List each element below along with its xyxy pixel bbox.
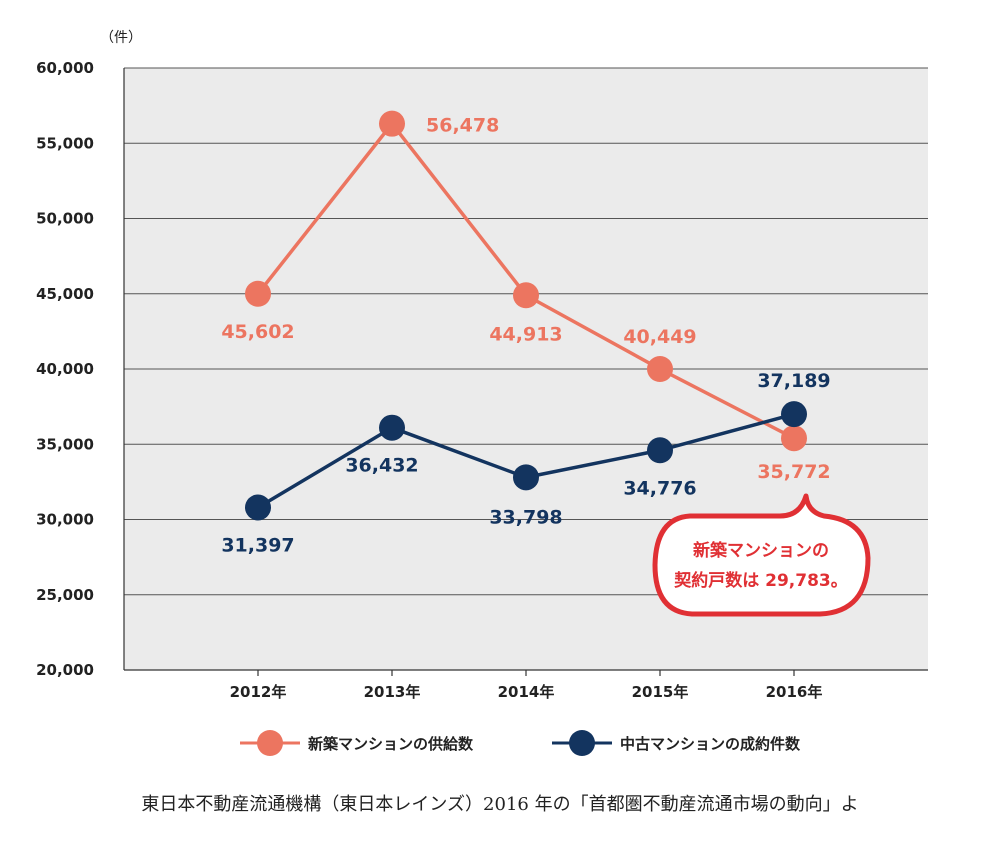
data-label: 44,913 xyxy=(489,323,562,345)
x-tick-label: 2012年 xyxy=(230,683,287,701)
data-label: 35,772 xyxy=(757,461,830,483)
series-1: 31,397 36,432 33,798 34,776 37,189 xyxy=(221,370,830,556)
data-label: 37,189 xyxy=(757,370,830,392)
legend-marker-new xyxy=(257,730,283,756)
series-0: 45,602 56,478 44,913 40,449 35,772 xyxy=(221,110,831,483)
annotation-bubble-shape xyxy=(652,493,871,617)
series-point xyxy=(245,280,271,307)
x-tick-label: 2014年 xyxy=(498,683,555,701)
x-tick-label: 2015年 xyxy=(632,683,689,701)
series-point xyxy=(379,110,405,137)
data-label: 56,478 xyxy=(426,115,499,137)
series-point xyxy=(647,356,673,382)
series-layer: 45,602 56,478 44,913 40,449 35,772 31,397 36,4… xyxy=(221,110,831,556)
data-label: 45,602 xyxy=(221,321,294,343)
series-point xyxy=(647,437,673,464)
legend-label-new: 新築マンションの供給数 xyxy=(308,735,474,753)
x-tick-label: 2013年 xyxy=(364,683,421,701)
series-point xyxy=(513,464,539,491)
y-tick-label: 50,000 xyxy=(36,210,94,228)
y-tick-label: 35,000 xyxy=(36,435,94,453)
data-label: 33,798 xyxy=(489,506,562,528)
x-tick-label: 2016年 xyxy=(766,683,823,701)
y-tick-label: 55,000 xyxy=(36,134,94,152)
y-unit-label: （件） xyxy=(100,30,142,46)
y-tick-label: 45,000 xyxy=(36,285,94,303)
legend-marker-used xyxy=(569,730,595,756)
legend-item-new: 新築マンションの供給数 xyxy=(240,730,474,756)
annotation-bubble: 新築マンションの 契約戸数は 29,783。 xyxy=(652,493,871,617)
legend-item-used: 中古マンションの成約件数 xyxy=(552,730,801,756)
y-tick-label: 20,000 xyxy=(36,661,94,679)
data-label: 36,432 xyxy=(345,455,418,477)
annotation-line-2: 契約戸数は 29,783。 xyxy=(673,570,848,591)
data-label: 34,776 xyxy=(623,477,696,499)
series-point xyxy=(245,494,271,521)
series-point xyxy=(379,414,405,441)
y-tick-label: 40,000 xyxy=(36,360,94,378)
data-label: 31,397 xyxy=(221,534,294,556)
series-point xyxy=(781,401,807,428)
y-tick-label: 30,000 xyxy=(36,511,94,529)
data-label: 40,449 xyxy=(623,326,696,348)
annotation-line-1: 新築マンションの xyxy=(693,540,829,561)
series-point xyxy=(513,282,539,309)
y-tick-label: 25,000 xyxy=(36,586,94,604)
series-point xyxy=(781,425,807,452)
y-tick-label: 60,000 xyxy=(36,59,94,77)
y-tick-labels: 60,000 55,000 50,000 45,000 40,000 35,000 30,0… xyxy=(36,59,94,679)
source-caption: 東日本不動産流通機構（東日本レインズ）2016 年の「首都圏不動産流通市場の動向… xyxy=(141,794,859,815)
x-tick-labels: 2012年 2013年 2014年 2015年 2016年 xyxy=(230,670,823,701)
legend: 新築マンションの供給数 中古マンションの成約件数 xyxy=(240,730,801,756)
legend-label-used: 中古マンションの成約件数 xyxy=(620,735,801,753)
